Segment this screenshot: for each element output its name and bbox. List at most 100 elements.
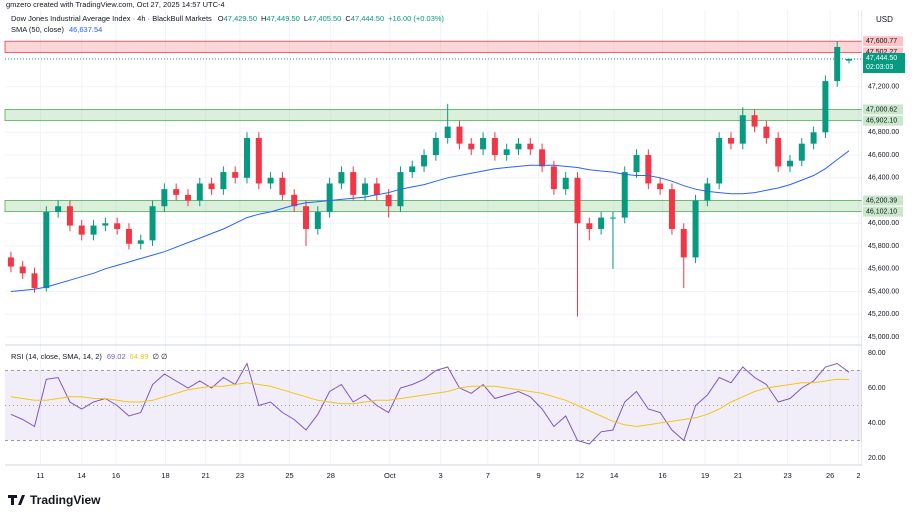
candle-body (786, 160, 793, 167)
y-tick-label: 47,200.00 (868, 84, 899, 91)
zone-price-box (863, 115, 903, 126)
ohlc-value: 47,449.50 (266, 14, 299, 23)
logo-icon (8, 495, 25, 505)
candle-body (716, 137, 723, 184)
candle-body (208, 183, 215, 190)
ohlc-value: 47,429.50 (224, 14, 257, 23)
ohlc-key: C (345, 14, 351, 23)
y-tick-label: 80.00 (868, 350, 886, 357)
legend-extra: ∅ ∅ (152, 352, 168, 361)
zone-price-box (863, 36, 903, 47)
candle-body (727, 137, 734, 144)
candle-body (739, 115, 746, 144)
x-tick-label: Oct (384, 471, 397, 480)
candle-body (55, 206, 62, 212)
x-tick-label: 16 (112, 471, 120, 480)
candle-body (586, 223, 593, 229)
candle-body (421, 155, 428, 167)
candle-body (303, 206, 310, 229)
candle-body (137, 240, 144, 244)
x-tick-label: 14 (610, 471, 618, 480)
countdown: 02:03:03 (866, 64, 893, 71)
candle-body (444, 126, 451, 138)
legend-title: Dow Jones Industrial Average Index · 4h … (11, 14, 212, 23)
candle-body (810, 132, 817, 144)
candle-body (562, 177, 569, 190)
y-tick-label: 20.00 (868, 455, 886, 462)
candle-body (373, 183, 380, 195)
y-tick-label: 46,400.00 (868, 175, 899, 182)
candle-body (775, 137, 782, 167)
candle-body (609, 217, 616, 219)
ohlc-key: H (261, 14, 266, 23)
candle-body (385, 194, 392, 207)
candle-body (243, 137, 250, 178)
ohlc-key: L (304, 14, 308, 23)
ohlc-value: 47,444.50 (351, 14, 384, 23)
candle-body (267, 177, 274, 184)
price-axis (862, 10, 912, 465)
candle-body (31, 273, 38, 289)
zone (4, 40, 863, 53)
x-tick-label: 28 (327, 471, 335, 480)
x-tick-label: 26 (826, 471, 834, 480)
candle-body (338, 172, 345, 184)
x-tick-label: 21 (734, 471, 742, 480)
candle-body (161, 189, 168, 207)
candle-body (125, 228, 132, 244)
candle-body (668, 189, 675, 229)
footer: TradingView (30, 493, 101, 507)
y-tick-label: 45,400.00 (868, 288, 899, 295)
x-tick-label: 18 (161, 471, 169, 480)
candle-body (255, 137, 262, 184)
candle-body (432, 137, 439, 156)
candle-body (491, 137, 498, 156)
candle-body (220, 172, 227, 190)
y-tick-label: 46,800.00 (868, 129, 899, 136)
candle-body (314, 211, 321, 229)
candle-body (78, 225, 85, 235)
candle-body (102, 223, 109, 226)
x-tick-label: 2 (856, 471, 860, 480)
zone-price-label: 46,902.10 (866, 118, 897, 125)
ohlc-key: O (218, 14, 224, 23)
x-tick-label: 7 (486, 471, 490, 480)
candle-body (763, 126, 770, 138)
candle-body (834, 46, 841, 82)
candle-body (645, 155, 652, 184)
x-tick-label: 16 (658, 471, 666, 480)
y-tick-label: 45,600.00 (868, 266, 899, 273)
line (10, 378, 850, 428)
zone-price-box (863, 47, 903, 58)
y-tick-label: 45,800.00 (868, 243, 899, 250)
zone-price-label: 47,502.27 (866, 49, 897, 56)
zone-price-label: 46,200.39 (866, 197, 897, 204)
candle-body (846, 58, 853, 61)
candle-body (798, 143, 805, 161)
zone-price-label: 47,000.62 (866, 106, 897, 113)
zone (4, 200, 863, 213)
candle-body (291, 194, 298, 207)
candle-body (326, 183, 333, 212)
candle-body (680, 228, 687, 258)
zone (4, 109, 863, 122)
candle-body (362, 183, 369, 195)
candle-body (66, 206, 73, 226)
zone-price-box (863, 104, 903, 115)
candle-body (90, 225, 97, 235)
last-price-box (863, 52, 905, 73)
x-tick-label: 23 (236, 471, 244, 480)
y-tick-label: 46,600.00 (868, 152, 899, 159)
x-tick-label: 12 (576, 471, 584, 480)
header: gmzero created with TradingView.com, Oct… (6, 0, 225, 9)
x-tick-label: 21 (202, 471, 210, 480)
zone-price-box (863, 206, 903, 217)
candle-body (539, 149, 546, 167)
candle-body (468, 143, 475, 150)
logo: TradingView (8, 493, 101, 507)
candle-body (196, 183, 203, 201)
ohlc-value: 47,405.50 (308, 14, 341, 23)
candle-body (480, 137, 487, 150)
x-tick-label: 9 (536, 471, 540, 480)
